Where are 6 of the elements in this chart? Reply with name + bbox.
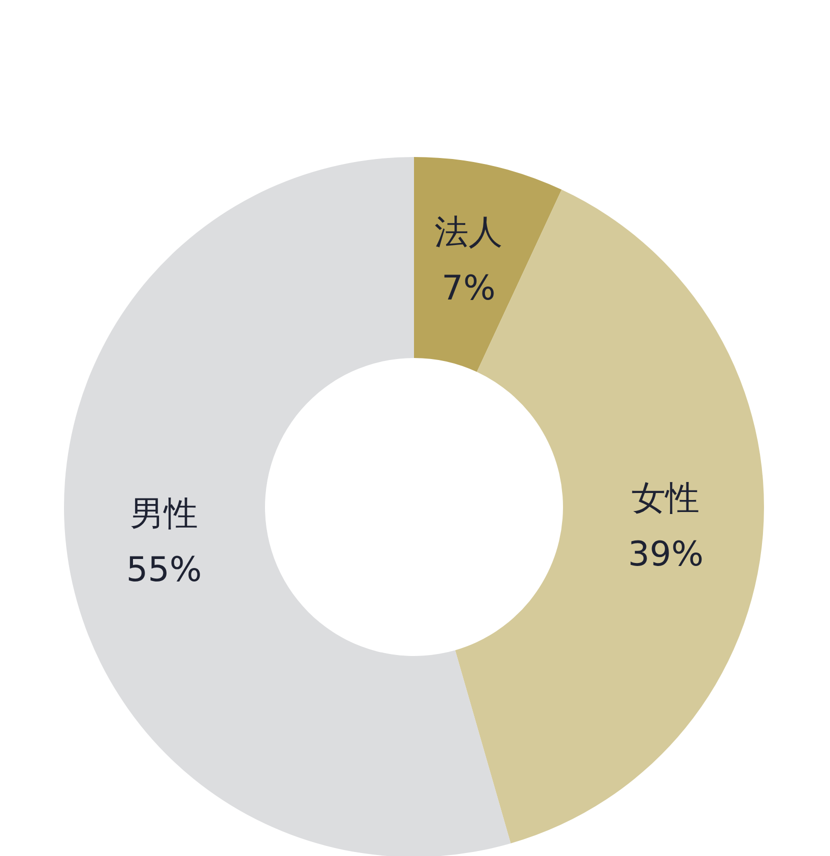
data-label: 39% (628, 534, 704, 575)
slice-label: 男性 (130, 494, 198, 534)
slice-label: 女性 (632, 478, 700, 519)
slice-label: 法人 (434, 212, 503, 252)
data-label: 7% (442, 268, 496, 308)
data-label: 55% (126, 550, 202, 590)
